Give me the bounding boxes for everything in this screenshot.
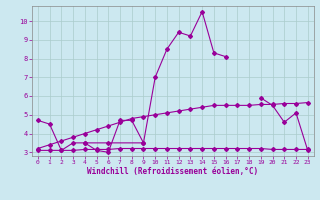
X-axis label: Windchill (Refroidissement éolien,°C): Windchill (Refroidissement éolien,°C) [87,167,258,176]
